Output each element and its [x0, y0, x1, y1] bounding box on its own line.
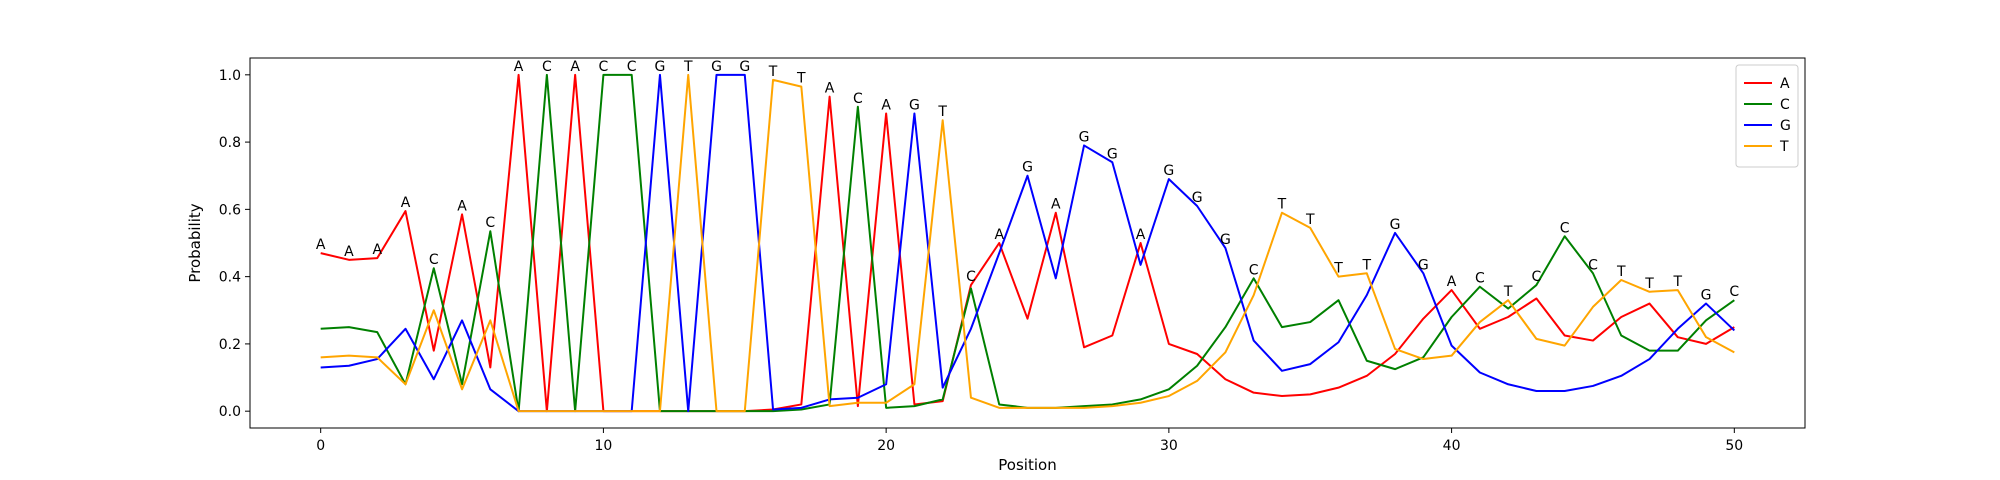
peak-label: G: [1418, 257, 1429, 273]
peak-label: G: [1079, 129, 1090, 145]
peak-label: A: [457, 198, 467, 214]
y-tick-label: 0.6: [219, 202, 241, 218]
plot-frame: [249, 57, 1806, 429]
peak-label: T: [1361, 257, 1371, 273]
peak-label: C: [485, 215, 495, 231]
peak-label: C: [853, 91, 863, 107]
peak-label: T: [1672, 274, 1682, 290]
peak-label: G: [1163, 163, 1174, 179]
series-line-c: [320, 73, 1735, 413]
peak-labels: A A A A C A C A C A C C G T G G T T A C A G T C A G A G G A G G G C T T T T G G…: [316, 59, 1740, 304]
x-axis-title: Position: [998, 456, 1056, 474]
legend-label-t: T: [1779, 139, 1789, 155]
peak-label: G: [739, 59, 750, 75]
peak-label: C: [542, 59, 552, 75]
legend-label-a: A: [1780, 76, 1790, 92]
x-tick-label: 40: [1443, 438, 1461, 454]
peak-label: G: [1022, 160, 1033, 176]
peak-label: A: [1447, 274, 1457, 290]
series-line-t: [320, 73, 1735, 413]
peak-label: C: [429, 252, 439, 268]
peak-label: T: [1305, 212, 1315, 228]
x-tick-label: 10: [594, 438, 612, 454]
peak-label: C: [1729, 284, 1739, 300]
peak-label: T: [796, 71, 806, 87]
peak-label: A: [1051, 197, 1061, 213]
peak-label: A: [994, 227, 1004, 243]
series-line-a: [320, 73, 1735, 413]
y-tick-label: 1.0: [219, 68, 241, 84]
peak-label: A: [1136, 227, 1146, 243]
peak-label: G: [655, 59, 666, 75]
y-axis-title: Probability: [186, 203, 204, 282]
peak-label: T: [1644, 276, 1654, 292]
peak-label: T: [1333, 261, 1343, 277]
x-tick-label: 30: [1160, 438, 1178, 454]
y-tick-label: 0.4: [219, 270, 241, 286]
peak-label: G: [1107, 146, 1118, 162]
peak-label: A: [372, 242, 382, 258]
peak-label: A: [570, 59, 580, 75]
series-lines: [320, 73, 1736, 413]
peak-label: G: [1220, 232, 1231, 248]
peak-label: C: [599, 59, 609, 75]
peak-label: C: [966, 269, 976, 285]
legend-box: [1735, 64, 1799, 168]
peak-label: G: [1701, 288, 1712, 304]
peak-label: A: [401, 195, 411, 211]
peak-label: T: [1616, 264, 1626, 280]
peak-label: T: [1277, 197, 1287, 213]
legend-label-g: G: [1780, 118, 1791, 134]
peak-label: A: [881, 98, 891, 114]
y-tick-label: 0.8: [219, 135, 241, 151]
peak-label: G: [711, 59, 722, 75]
legend-label-c: C: [1780, 97, 1790, 113]
x-tick-label: 20: [877, 438, 895, 454]
peak-label: T: [768, 64, 778, 80]
peak-label: C: [1249, 262, 1259, 278]
peak-label: G: [1390, 217, 1401, 233]
peak-label: A: [825, 81, 835, 97]
peak-label: A: [514, 59, 524, 75]
peak-label: G: [909, 98, 920, 114]
peak-label: A: [316, 237, 326, 253]
x-tick-label: 0: [316, 438, 325, 454]
peak-label: C: [1532, 269, 1542, 285]
peak-label: C: [1588, 257, 1598, 273]
peak-label: C: [1475, 271, 1485, 287]
peak-label: G: [1192, 190, 1203, 206]
peak-label: C: [627, 59, 637, 75]
x-tick-label: 50: [1725, 438, 1743, 454]
peak-label: A: [344, 244, 354, 260]
y-tick-label: 0.0: [219, 404, 241, 420]
peak-label: C: [1560, 220, 1570, 236]
peak-label: T: [937, 104, 947, 120]
y-tick-label: 0.2: [219, 337, 241, 353]
axis-ticks: 0 10 20 30 40 50 0.0 0.2 0.4 0.6 0.8 1.0: [219, 68, 1743, 454]
peak-label: T: [1503, 284, 1513, 300]
peak-label: T: [683, 59, 693, 75]
